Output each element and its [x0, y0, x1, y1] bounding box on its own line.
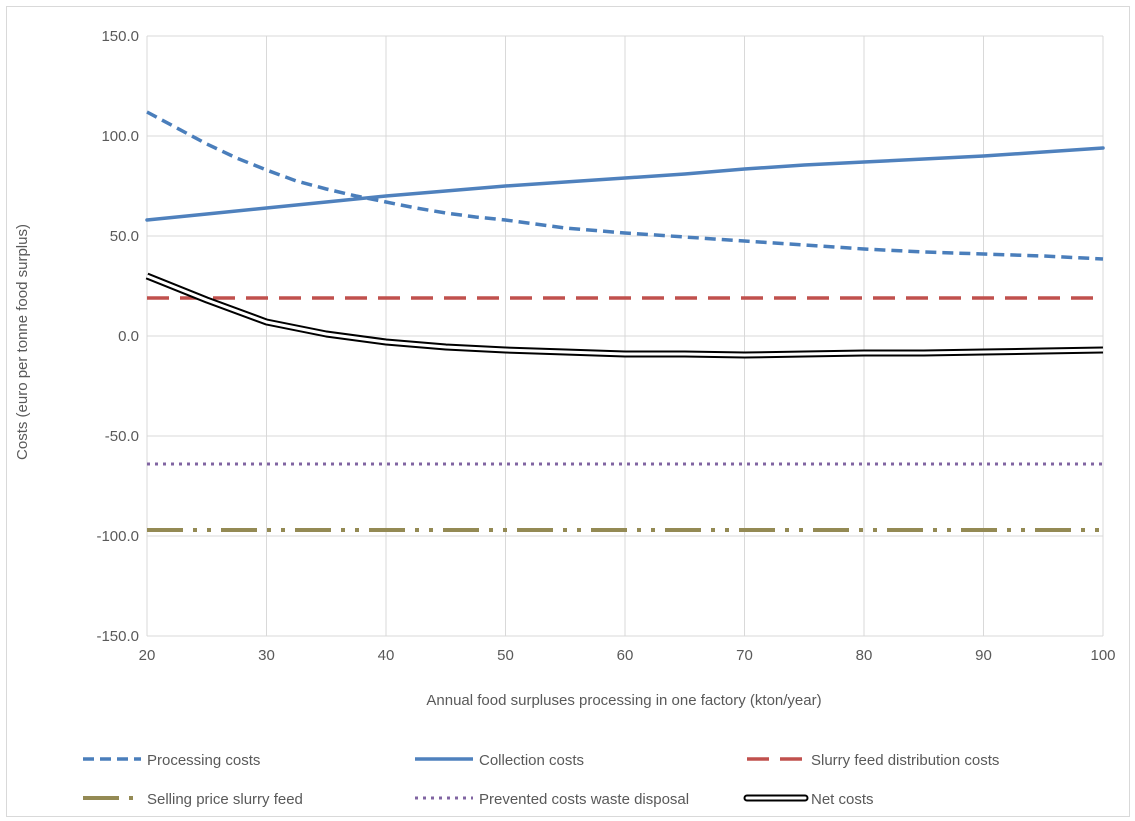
series-line-processing-costs: [146, 110, 1104, 261]
x-tick-label: 70: [736, 647, 753, 664]
x-tick-label: 30: [258, 647, 275, 664]
legend-label: Slurry feed distribution costs: [811, 752, 999, 769]
y-tick-label: 0.0: [118, 328, 139, 345]
legend-item: Processing costs: [83, 752, 260, 769]
legend-label: Collection costs: [479, 752, 584, 769]
gridlines: [146, 35, 1104, 637]
y-tick-label: -100.0: [96, 528, 139, 545]
x-tick-label: 20: [139, 647, 156, 664]
legend-label: Selling price slurry feed: [147, 791, 303, 808]
y-tick-label: -150.0: [96, 628, 139, 645]
legend-item: Prevented costs waste disposal: [415, 791, 689, 808]
series-lines: [145, 110, 1105, 532]
x-tick-label: 60: [617, 647, 634, 664]
legend-item: Net costs: [743, 791, 874, 808]
x-axis-label: Annual food surpluses processing in one …: [426, 692, 821, 709]
legend-item: Collection costs: [415, 752, 584, 769]
x-tick-label: 100: [1090, 647, 1115, 664]
y-tick-labels: 150.0 100.0 50.0 0.0 -50.0 -100.0 -150.0: [96, 28, 139, 645]
x-tick-label: 50: [497, 647, 514, 664]
chart-frame: 150.0 100.0 50.0 0.0 -50.0 -100.0 -150.0 20 30 4…: [6, 6, 1130, 817]
legend-label: Processing costs: [147, 752, 260, 769]
series-line-net-costs: [146, 274, 1104, 357]
legend-item: Selling price slurry feed: [83, 791, 303, 808]
x-tick-label: 80: [856, 647, 873, 664]
legend-label: Prevented costs waste disposal: [479, 791, 689, 808]
legend-item: Slurry feed distribution costs: [747, 752, 999, 769]
legend-label: Net costs: [811, 791, 874, 808]
x-tick-label: 90: [975, 647, 992, 664]
y-tick-label: 100.0: [101, 128, 139, 145]
y-axis-label: Costs (euro per tonne food surplus): [14, 224, 31, 460]
y-tick-label: 50.0: [110, 228, 139, 245]
x-tick-labels: 20 30 40 50 60 70 80 90 100: [139, 647, 1116, 664]
y-tick-label: 150.0: [101, 28, 139, 45]
line-chart: 150.0 100.0 50.0 0.0 -50.0 -100.0 -150.0 20 30 4…: [14, 28, 1116, 808]
series-line-collection-costs: [145, 146, 1105, 222]
y-tick-label: -50.0: [105, 428, 139, 445]
legend: Processing costs Collection costs Slurry f…: [83, 752, 999, 808]
x-tick-label: 40: [378, 647, 395, 664]
